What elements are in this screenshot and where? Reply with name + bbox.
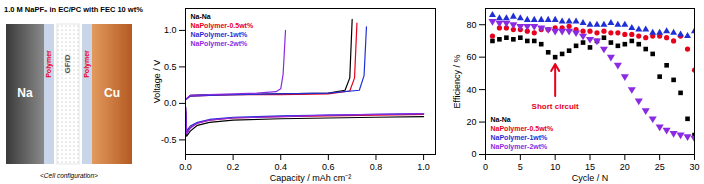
svg-text:NaPolymer-0.5wt%: NaPolymer-0.5wt%: [191, 22, 254, 30]
svg-text:1.0 M NaPF₆ in EC/PC with FEC: 1.0 M NaPF₆ in EC/PC with FEC 10 wt%: [4, 5, 143, 14]
svg-text:1.0: 1.0: [417, 162, 430, 172]
svg-text:Cu: Cu: [104, 86, 120, 100]
svg-text:Cycle / N: Cycle / N: [572, 173, 609, 183]
svg-text:Polymer: Polymer: [83, 50, 91, 78]
svg-text:25: 25: [655, 162, 665, 172]
svg-text:Voltage / V: Voltage / V: [152, 60, 162, 104]
svg-text:20: 20: [620, 162, 630, 172]
svg-text:Na-Na: Na-Na: [491, 116, 511, 123]
svg-text:0: 0: [471, 149, 476, 159]
svg-text:0.4: 0.4: [274, 162, 287, 172]
svg-text:Na: Na: [17, 86, 33, 100]
svg-text:0: 0: [483, 162, 488, 172]
svg-text:Efficiency / %: Efficiency / %: [452, 55, 462, 109]
svg-text:NaPolymer-2wt%: NaPolymer-2wt%: [191, 40, 249, 48]
svg-text:10: 10: [550, 162, 560, 172]
svg-text:0.2: 0.2: [227, 162, 240, 172]
svg-text:-0.5: -0.5: [161, 135, 177, 145]
svg-text:Short circuit: Short circuit: [532, 102, 579, 111]
svg-text:0.5: 0.5: [164, 62, 177, 72]
svg-text:0.0: 0.0: [164, 98, 177, 108]
svg-text:20: 20: [466, 117, 476, 127]
svg-text:15: 15: [585, 162, 595, 172]
svg-text:<Cell configuration>: <Cell configuration>: [40, 172, 98, 180]
svg-text:5: 5: [518, 162, 523, 172]
svg-text:40: 40: [466, 84, 476, 94]
svg-text:80: 80: [466, 20, 476, 30]
svg-text:30: 30: [689, 162, 699, 172]
svg-text:Na-Na: Na-Na: [191, 13, 211, 20]
svg-text:NaPolymer-0.5wt%: NaPolymer-0.5wt%: [491, 125, 554, 133]
svg-text:1.0: 1.0: [164, 25, 177, 35]
svg-text:60: 60: [466, 52, 476, 62]
svg-text:Polymer: Polymer: [45, 50, 53, 78]
svg-text:0.8: 0.8: [370, 162, 383, 172]
svg-text:NaPolymer-1wt%: NaPolymer-1wt%: [491, 134, 549, 142]
svg-text:Capacity / mAh cm⁻²: Capacity / mAh cm⁻²: [270, 173, 352, 183]
svg-text:NaPolymer-2wt%: NaPolymer-2wt%: [491, 143, 549, 151]
svg-text:0.6: 0.6: [322, 162, 335, 172]
svg-text:NaPolymer-1wt%: NaPolymer-1wt%: [191, 31, 249, 39]
svg-text:0.0: 0.0: [179, 162, 192, 172]
svg-text:GF/D: GF/D: [63, 54, 72, 73]
